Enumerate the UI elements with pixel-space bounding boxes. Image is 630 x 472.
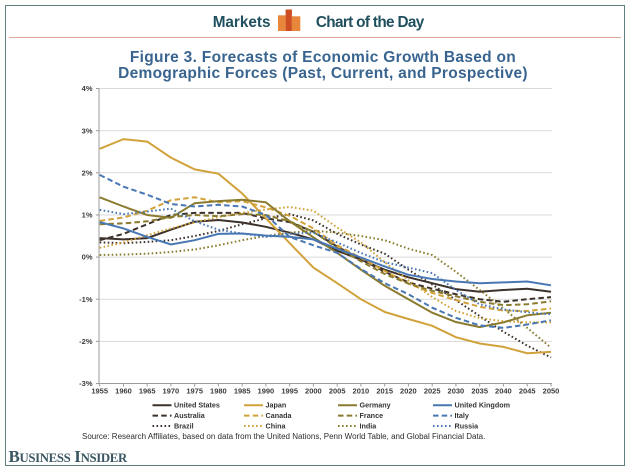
svg-text:1965: 1965 [139, 387, 156, 396]
svg-text:Russia: Russia [455, 421, 480, 430]
svg-text:China: China [266, 421, 287, 430]
svg-text:Japan: Japan [266, 401, 287, 410]
svg-text:1960: 1960 [115, 387, 132, 396]
svg-text:2015: 2015 [376, 387, 393, 396]
svg-text:2025: 2025 [424, 387, 441, 396]
svg-text:1995: 1995 [281, 387, 298, 396]
svg-text:2000: 2000 [305, 387, 322, 396]
svg-text:Italy: Italy [455, 411, 469, 420]
svg-text:2030: 2030 [448, 387, 465, 396]
svg-text:1975: 1975 [186, 387, 203, 396]
svg-text:Germany: Germany [360, 401, 391, 410]
svg-text:-3%: -3% [79, 379, 93, 388]
svg-text:2020: 2020 [400, 387, 417, 396]
svg-text:1990: 1990 [258, 387, 275, 396]
svg-text:2045: 2045 [519, 387, 536, 396]
svg-text:2035: 2035 [471, 387, 488, 396]
svg-text:-1%: -1% [79, 295, 93, 304]
svg-text:1985: 1985 [234, 387, 251, 396]
svg-text:2050: 2050 [543, 387, 560, 396]
svg-text:2040: 2040 [495, 387, 512, 396]
svg-text:Brazil: Brazil [174, 421, 194, 430]
svg-text:1955: 1955 [91, 387, 108, 396]
svg-text:United Kingdom: United Kingdom [455, 401, 511, 410]
svg-text:2005: 2005 [329, 387, 346, 396]
svg-text:3%: 3% [82, 126, 93, 135]
svg-text:India: India [360, 421, 378, 430]
svg-text:France: France [360, 411, 384, 420]
svg-text:-2%: -2% [79, 337, 93, 346]
svg-text:Australia: Australia [174, 411, 206, 420]
svg-text:1980: 1980 [210, 387, 227, 396]
svg-text:United States: United States [174, 401, 220, 410]
svg-text:Source: Research Affiliates, b: Source: Research Affiliates, based on da… [82, 432, 485, 441]
svg-text:4%: 4% [82, 84, 93, 93]
svg-text:2%: 2% [82, 168, 93, 177]
svg-text:1%: 1% [82, 211, 93, 220]
svg-text:Canada: Canada [266, 411, 293, 420]
svg-text:2010: 2010 [353, 387, 370, 396]
svg-text:1970: 1970 [163, 387, 180, 396]
svg-text:0%: 0% [82, 253, 93, 262]
